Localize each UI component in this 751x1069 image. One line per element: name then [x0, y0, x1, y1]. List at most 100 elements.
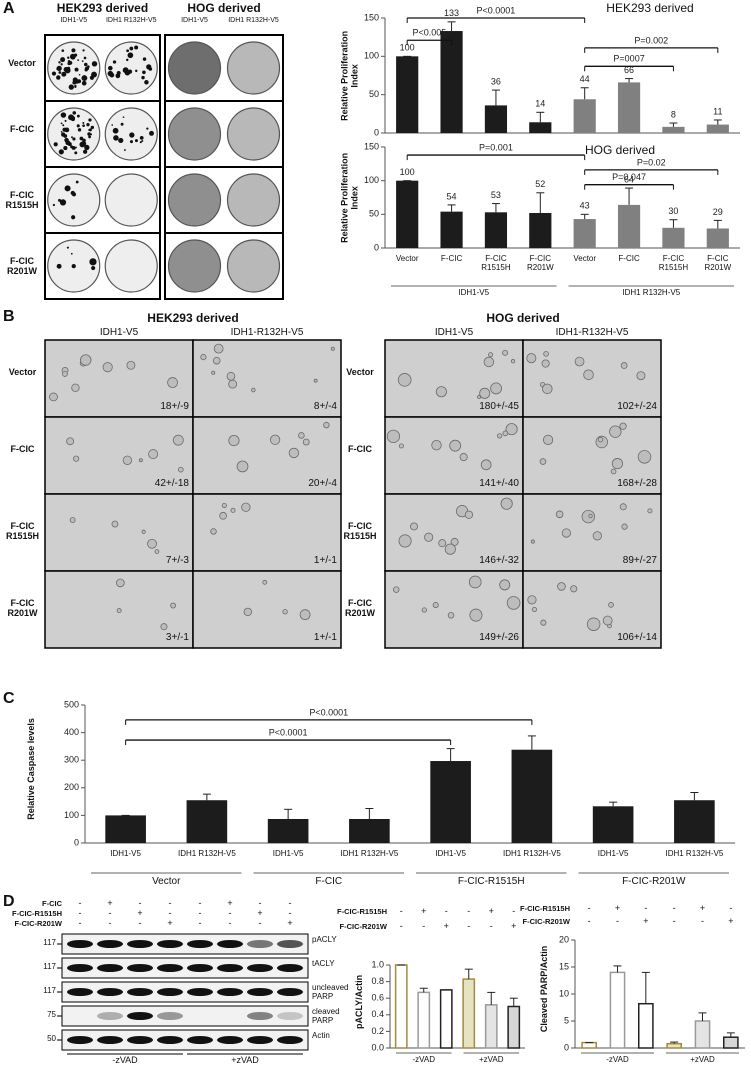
y-tick-label: 50	[369, 209, 379, 219]
colony	[56, 263, 62, 269]
group-label: +zVAD	[690, 1055, 715, 1064]
colony	[611, 458, 624, 470]
column-label: IDH1-V5	[99, 327, 139, 338]
bar	[706, 228, 729, 248]
x-tick-label: F-CIC R1515H	[658, 254, 689, 272]
x-tick-label: IDH1 R132H-V5	[340, 849, 399, 858]
column-label: IDH1-V5	[181, 17, 208, 24]
colony	[123, 149, 126, 151]
blot-band	[127, 940, 153, 948]
colony	[62, 371, 68, 377]
colony	[230, 507, 236, 513]
bar	[609, 971, 626, 1049]
colony	[432, 602, 439, 609]
colony	[262, 579, 268, 585]
blot-band	[157, 964, 183, 972]
colony	[479, 387, 491, 399]
blot-band	[157, 988, 183, 996]
colony	[298, 432, 305, 439]
condition-sign: -	[399, 906, 403, 916]
blot-band	[97, 940, 123, 948]
group-label: IDH1-V5	[458, 288, 490, 297]
bar	[529, 212, 552, 248]
colony	[49, 392, 58, 402]
colony-count: 146+/-32	[479, 555, 519, 566]
culture-dish	[47, 41, 101, 95]
row-label: F-CIC	[10, 444, 35, 454]
colony	[172, 434, 184, 446]
condition-sign: +	[421, 906, 427, 916]
colony-count: 1+/-1	[313, 555, 337, 566]
colony	[449, 439, 462, 452]
bar	[349, 818, 390, 843]
band-label: pACLY	[312, 935, 337, 944]
condition-sign: -	[489, 921, 493, 931]
colony	[82, 138, 86, 143]
blot-band	[187, 964, 213, 972]
colony	[139, 141, 142, 144]
blot-band	[67, 988, 93, 996]
colony	[88, 128, 92, 132]
colony	[112, 60, 117, 64]
colony	[129, 132, 135, 138]
colony	[149, 130, 154, 136]
row-label: Vector	[8, 367, 37, 377]
condition-sign: -	[228, 908, 232, 918]
colony	[113, 135, 119, 141]
group-label: F-CIC	[315, 876, 343, 887]
colony	[410, 522, 418, 531]
blot-band	[277, 1012, 303, 1020]
marker-label: 117	[43, 938, 56, 947]
bar	[484, 1004, 498, 1049]
band-label: Actin	[312, 1031, 330, 1040]
y-axis-label: Cleaved PARP/Actin	[539, 945, 550, 1033]
condition-sign: -	[258, 898, 262, 908]
blot-band	[127, 1036, 153, 1044]
panel-header: HEK293 derived	[56, 1, 149, 15]
colony	[88, 118, 92, 122]
bar	[439, 989, 453, 1049]
colony	[588, 513, 593, 519]
colony	[502, 430, 509, 437]
colony	[74, 67, 79, 72]
colony	[464, 510, 474, 519]
colony	[147, 65, 151, 69]
y-axis-label: pACLY/Actin	[354, 974, 365, 1029]
colony	[102, 362, 113, 373]
colony	[76, 124, 80, 128]
colony-count: 141+/-40	[479, 478, 519, 489]
y-tick-label: 50	[369, 89, 379, 99]
y-tick-label: 500	[64, 699, 79, 709]
value-label: 100	[400, 43, 415, 53]
band-label: uncleaved PARP	[312, 983, 349, 1001]
colony	[226, 371, 236, 381]
bar	[267, 818, 309, 843]
row-label: F-CIC R1515H	[343, 521, 377, 541]
condition-sign: -	[512, 906, 516, 916]
condition-sign: -	[700, 916, 704, 926]
significance-label: P=0007	[613, 54, 644, 64]
colony-count: 180+/-45	[479, 401, 519, 412]
row-label: F-CIC R201W	[344, 598, 375, 618]
condition-sign: +	[257, 908, 263, 918]
colony	[71, 215, 76, 220]
colony	[228, 379, 238, 389]
bar	[507, 1005, 521, 1049]
colony	[127, 69, 133, 74]
value-label: 54	[447, 191, 457, 201]
x-tick-label: F-CIC R201W	[526, 254, 554, 272]
colony	[141, 139, 144, 142]
row-label: F-CIC R1515H	[5, 190, 39, 210]
colony	[69, 517, 76, 523]
colony	[62, 124, 65, 127]
colony	[90, 125, 95, 130]
x-tick-label: IDH1-V5	[597, 849, 629, 858]
colony	[71, 136, 73, 139]
colony	[61, 71, 67, 77]
colony	[126, 49, 130, 53]
condition-sign: +	[511, 921, 517, 931]
y-tick-label: 5	[564, 1015, 569, 1025]
blot-band	[277, 988, 303, 996]
value-label: 64	[624, 174, 634, 184]
colony	[609, 425, 622, 438]
